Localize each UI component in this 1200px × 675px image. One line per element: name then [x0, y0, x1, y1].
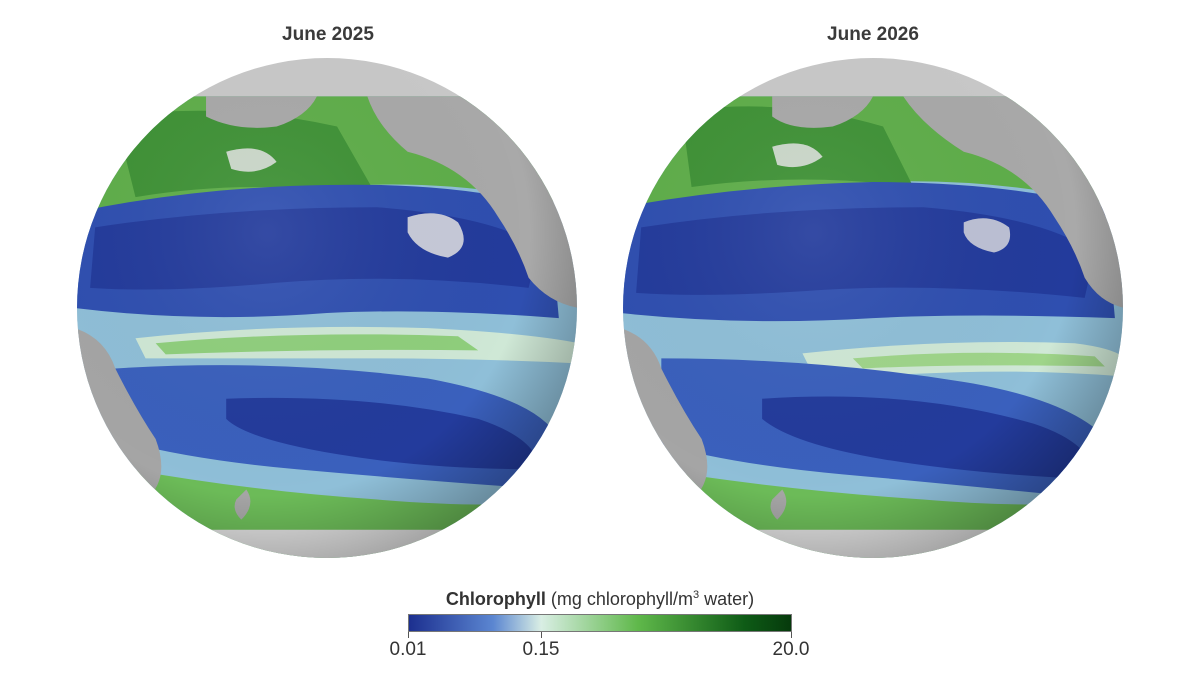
colorbar — [408, 614, 792, 632]
tick-label-min: 0.01 — [389, 639, 427, 660]
colorbar-variable: Chlorophyll — [445, 589, 546, 609]
colorbar-title: Chlorophyll (mg chlorophyll/m3 water) — [300, 589, 900, 610]
panel-title-june-2026: June 2026 — [827, 24, 919, 45]
tick-mid — [541, 632, 542, 638]
tick-max — [791, 632, 792, 638]
colorbar-units-suffix: water) — [699, 589, 755, 609]
globe-june-2025 — [77, 58, 577, 558]
colorbar-units-superscript: 3 — [692, 589, 700, 601]
panel-title-june-2025: June 2025 — [282, 24, 374, 45]
globe-june-2026 — [623, 58, 1123, 558]
colorbar-units-prefix: (mg chlorophyll/m — [550, 589, 693, 609]
tick-label-max: 20.0 — [772, 639, 810, 660]
tick-min — [408, 632, 409, 638]
tick-label-mid: 0.15 — [522, 639, 560, 660]
